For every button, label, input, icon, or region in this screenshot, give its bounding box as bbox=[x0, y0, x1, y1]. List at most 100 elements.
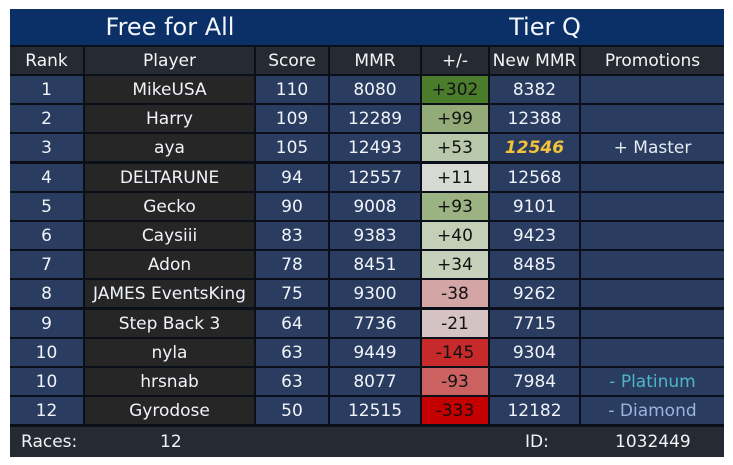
player-cell: nyla bbox=[85, 339, 254, 366]
table-row: 7 Adon 78 8451 +34 8485 bbox=[10, 251, 724, 278]
player-cell: aya bbox=[85, 134, 254, 161]
id-value: 1032449 bbox=[615, 432, 691, 452]
score-cell: 63 bbox=[256, 368, 328, 395]
table-row: 9 Step Back 3 64 7736 -21 7715 bbox=[10, 310, 724, 337]
rank-cell: 5 bbox=[10, 193, 83, 220]
promotion-cell bbox=[581, 76, 724, 103]
rank-cell: 10 bbox=[10, 368, 83, 395]
score-cell: 94 bbox=[256, 164, 328, 191]
col-promotions-header: Promotions bbox=[581, 47, 724, 74]
mmr-cell: 12557 bbox=[330, 164, 420, 191]
score-cell: 63 bbox=[256, 339, 328, 366]
new-mmr-cell: 8485 bbox=[490, 251, 579, 278]
promotion-cell bbox=[581, 222, 724, 249]
rank-cell: 9 bbox=[10, 310, 83, 337]
score-cell: 78 bbox=[256, 251, 328, 278]
mmr-cell: 12515 bbox=[330, 397, 420, 424]
table-row: 5 Gecko 90 9008 +93 9101 bbox=[10, 193, 724, 220]
new-mmr-cell: 12546 bbox=[490, 134, 579, 161]
delta-cell: -93 bbox=[422, 368, 488, 395]
new-mmr-cell: 9423 bbox=[490, 222, 579, 249]
table-row: 2 Harry 109 12289 +99 12388 bbox=[10, 105, 724, 132]
score-cell: 50 bbox=[256, 397, 328, 424]
id-label: ID: bbox=[525, 432, 549, 452]
col-new-mmr-header: New MMR bbox=[490, 47, 579, 74]
delta-cell: +11 bbox=[422, 164, 488, 191]
mmr-cell: 8451 bbox=[330, 251, 420, 278]
new-mmr-cell: 9101 bbox=[490, 193, 579, 220]
score-cell: 75 bbox=[256, 280, 328, 307]
mmr-cell: 9300 bbox=[330, 280, 420, 307]
score-cell: 90 bbox=[256, 193, 328, 220]
promotion-cell: - Platinum bbox=[581, 368, 724, 395]
mmr-cell: 12493 bbox=[330, 134, 420, 161]
delta-cell: +93 bbox=[422, 193, 488, 220]
delta-cell: +99 bbox=[422, 105, 488, 132]
new-mmr-cell: 9262 bbox=[490, 280, 579, 307]
delta-cell: +53 bbox=[422, 134, 488, 161]
delta-cell: -145 bbox=[422, 339, 488, 366]
new-mmr-cell: 7984 bbox=[490, 368, 579, 395]
new-mmr-cell: 12568 bbox=[490, 164, 579, 191]
rank-cell: 8 bbox=[10, 280, 83, 307]
table-row: 8 JAMES EventsKing 75 9300 -38 9262 bbox=[10, 280, 724, 307]
player-cell: Caysiii bbox=[85, 222, 254, 249]
promotion-cell: + Master bbox=[581, 134, 724, 161]
promotion-cell bbox=[581, 339, 724, 366]
player-cell: DELTARUNE bbox=[85, 164, 254, 191]
col-score-header: Score bbox=[256, 47, 328, 74]
rank-cell: 4 bbox=[10, 164, 83, 191]
rank-cell: 2 bbox=[10, 105, 83, 132]
mmr-cell: 9449 bbox=[330, 339, 420, 366]
rank-cell: 7 bbox=[10, 251, 83, 278]
rank-cell: 6 bbox=[10, 222, 83, 249]
table-row: 10 nyla 63 9449 -145 9304 bbox=[10, 339, 724, 366]
mmr-cell: 12289 bbox=[330, 105, 420, 132]
delta-cell: -21 bbox=[422, 310, 488, 337]
rank-cell: 12 bbox=[10, 397, 83, 424]
table-row: 12 Gyrodose 50 12515 -333 12182- Diamond bbox=[10, 397, 724, 424]
table-row: 3 aya 105 12493 +53 12546 + Master bbox=[10, 134, 724, 161]
promotion-cell bbox=[581, 310, 724, 337]
new-mmr-cell: 12388 bbox=[490, 105, 579, 132]
promotion-cell bbox=[581, 105, 724, 132]
player-cell: Adon bbox=[85, 251, 254, 278]
score-cell: 109 bbox=[256, 105, 328, 132]
new-mmr-cell: 12182 bbox=[490, 397, 579, 424]
score-cell: 110 bbox=[256, 76, 328, 103]
promotion-cell bbox=[581, 193, 724, 220]
delta-cell: +40 bbox=[422, 222, 488, 249]
rank-cell: 1 bbox=[10, 76, 83, 103]
rank-cell: 10 bbox=[10, 339, 83, 366]
score-cell: 83 bbox=[256, 222, 328, 249]
mmr-cell: 9383 bbox=[330, 222, 420, 249]
table-row: 10 hrsnab 63 8077 -93 7984- Platinum bbox=[10, 368, 724, 395]
table-header-banner: Free for All Tier Q bbox=[10, 9, 724, 45]
promotion-cell bbox=[581, 164, 724, 191]
score-cell: 64 bbox=[256, 310, 328, 337]
column-header-row: Rank Player Score MMR +/- New MMR Promot… bbox=[10, 47, 724, 74]
delta-cell: +302 bbox=[422, 76, 488, 103]
player-cell: Gyrodose bbox=[85, 397, 254, 424]
table-row: 6 Caysiii 83 9383 +40 9423 bbox=[10, 222, 724, 249]
delta-cell: -333 bbox=[422, 397, 488, 424]
races-label: Races: bbox=[21, 432, 78, 452]
table-footer: Races: 12 ID: 1032449 bbox=[10, 427, 724, 457]
table-row: 4 DELTARUNE 94 12557 +11 12568 bbox=[10, 164, 724, 191]
rank-cell: 3 bbox=[10, 134, 83, 161]
tier-title: Tier Q bbox=[509, 13, 581, 41]
player-cell: Harry bbox=[85, 105, 254, 132]
mode-title: Free for All bbox=[105, 13, 235, 41]
player-cell: JAMES EventsKing bbox=[85, 280, 254, 307]
mmr-cell: 8080 bbox=[330, 76, 420, 103]
races-value: 12 bbox=[160, 432, 182, 452]
table-row: 1 MikeUSA 110 8080 +302 8382 bbox=[10, 76, 724, 103]
col-delta-header: +/- bbox=[422, 47, 488, 74]
promotion-cell bbox=[581, 251, 724, 278]
new-mmr-cell: 9304 bbox=[490, 339, 579, 366]
col-mmr-header: MMR bbox=[330, 47, 420, 74]
player-cell: hrsnab bbox=[85, 368, 254, 395]
delta-cell: -38 bbox=[422, 280, 488, 307]
mmr-cell: 7736 bbox=[330, 310, 420, 337]
player-cell: Gecko bbox=[85, 193, 254, 220]
